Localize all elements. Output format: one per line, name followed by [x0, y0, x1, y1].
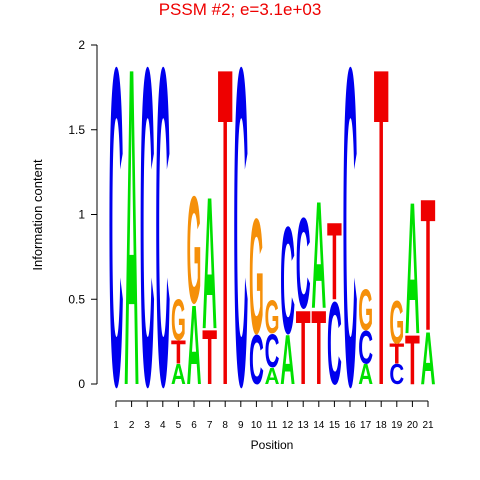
x-tick-label: 6 — [191, 420, 197, 431]
logo-letter: C — [389, 358, 404, 390]
logo-letter: C — [140, 0, 155, 480]
logo-letter: T — [202, 314, 217, 401]
y-tick-label: 0.5 — [68, 292, 85, 306]
logo-letter: T — [421, 160, 436, 370]
logo-letter: T — [296, 288, 311, 406]
logo-letter: C — [296, 190, 311, 336]
logo-letter: A — [124, 0, 139, 480]
logo-letter: C — [109, 0, 124, 480]
x-tick-label: 7 — [207, 420, 213, 431]
logo-letter: C — [249, 321, 264, 399]
logo-letter: C — [155, 0, 170, 480]
logo-letter: G — [171, 288, 186, 353]
logo-letter: A — [311, 170, 326, 340]
x-tick-label: 2 — [129, 420, 135, 431]
chart-title: PSSM #2; e=3.1e+03 — [159, 0, 322, 19]
logo-letter: A — [280, 321, 295, 399]
logo-letter: T — [389, 338, 404, 370]
logo-letter: G — [389, 288, 404, 357]
x-tick-label: 15 — [329, 420, 341, 431]
logo-letter: T — [218, 0, 233, 480]
x-tick-label: 19 — [391, 420, 403, 431]
x-tick-label: 16 — [344, 420, 356, 431]
logo-letter: G — [358, 277, 373, 342]
x-tick-label: 14 — [313, 420, 325, 431]
x-tick-label: 12 — [282, 420, 294, 431]
y-tick-label: 1.5 — [68, 123, 85, 137]
y-tick-label: 0 — [78, 377, 85, 391]
logo-letter: G — [249, 184, 264, 368]
logo-letter: A — [265, 363, 280, 389]
y-axis-label: Information content — [30, 159, 45, 271]
logo-letter: G — [187, 165, 202, 335]
x-tick-label: 18 — [376, 420, 388, 431]
logo-letter: A — [358, 358, 373, 390]
logo-letter: A — [202, 158, 217, 368]
logo-letter: C — [280, 196, 295, 366]
logo-letter: T — [311, 288, 326, 406]
logo-letter: T — [327, 201, 342, 324]
x-tick-label: 13 — [298, 420, 310, 431]
x-tick-label: 4 — [160, 420, 166, 431]
logo-letter: A — [405, 163, 420, 373]
x-tick-label: 21 — [422, 420, 434, 431]
x-tick-label: 9 — [238, 420, 244, 431]
logo-letter: T — [405, 321, 420, 399]
x-tick-label: 1 — [113, 420, 119, 431]
x-axis-label: Position — [251, 438, 294, 452]
logo-letter: C — [327, 278, 342, 409]
logo-letter: C — [343, 0, 358, 480]
y-tick-label: 1 — [78, 208, 85, 222]
logo-letter: A — [171, 358, 186, 390]
logo-letter: C — [358, 321, 373, 374]
logo-letter: C — [265, 324, 280, 377]
x-tick-label: 3 — [144, 420, 150, 431]
x-tick-label: 5 — [176, 420, 182, 431]
logo-letter: A — [187, 281, 202, 408]
logo-letter: A — [421, 316, 436, 400]
x-tick-label: 17 — [360, 420, 372, 431]
x-tick-label: 8 — [222, 420, 228, 431]
x-tick-label: 11 — [267, 420, 278, 431]
x-tick-label: 20 — [407, 420, 419, 431]
x-tick-label: 10 — [251, 420, 263, 431]
logo-letter: C — [233, 0, 248, 480]
logo-letter: G — [265, 290, 280, 343]
logo-letter: T — [171, 334, 186, 371]
y-tick-label: 2 — [78, 38, 85, 52]
logo-letter: T — [374, 0, 389, 480]
